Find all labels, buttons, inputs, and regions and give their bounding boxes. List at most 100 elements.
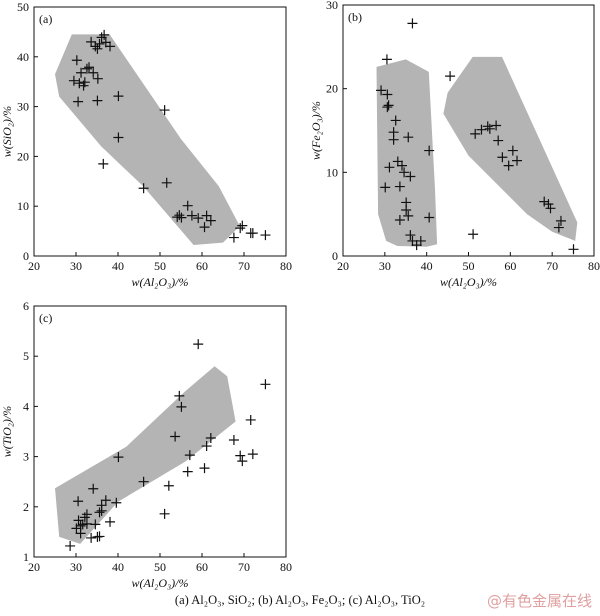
data-point	[99, 29, 110, 40]
x-tick-label: 20	[337, 259, 349, 273]
data-point	[247, 228, 258, 239]
data-point	[161, 177, 172, 188]
data-point	[245, 414, 256, 425]
x-tick-label: 30	[379, 259, 391, 273]
data-point	[235, 223, 246, 234]
x-tick-label: 70	[546, 259, 558, 273]
data-point	[174, 210, 185, 221]
x-tick-label: 80	[588, 259, 600, 273]
data-point	[394, 215, 405, 226]
y-tick-label: 20	[17, 149, 29, 163]
data-point	[407, 235, 418, 246]
data-point	[399, 167, 410, 178]
x-tick-label: 70	[238, 560, 250, 574]
data-point	[71, 523, 82, 534]
data-point	[90, 519, 101, 530]
data-point	[201, 441, 212, 452]
y-tick-label: 30	[326, 0, 338, 12]
data-point	[199, 463, 210, 474]
data-point	[503, 160, 514, 171]
data-point	[94, 507, 105, 518]
data-point	[405, 171, 416, 182]
x-tick-label: 60	[196, 560, 208, 574]
y-tick-label: 5	[23, 349, 29, 363]
data-point	[497, 152, 508, 163]
y-tick-label: 20	[326, 82, 338, 96]
x-tick-label: 40	[112, 560, 124, 574]
data-point	[484, 123, 495, 134]
y-tick-label: 3	[23, 450, 29, 464]
y-tick-label: 0	[332, 249, 338, 263]
data-point	[392, 156, 403, 167]
data-point	[470, 128, 481, 139]
data-point	[100, 495, 111, 506]
data-point	[86, 532, 97, 543]
y-tick-label: 40	[17, 50, 29, 64]
x-tick-label: 40	[421, 259, 433, 273]
data-point	[113, 91, 124, 102]
x-tick-label: 20	[28, 259, 40, 273]
data-point	[388, 127, 399, 138]
y-tick-label: 10	[326, 165, 338, 179]
data-point	[193, 339, 204, 350]
data-point	[159, 508, 170, 519]
y-tick-label: 6	[23, 299, 29, 313]
data-point	[543, 199, 554, 210]
data-point	[88, 483, 99, 494]
data-point	[394, 181, 405, 192]
y-axis-label: w(Fe₂O₃)/%	[309, 101, 323, 160]
data-point	[476, 124, 487, 135]
x-tick-label: 20	[28, 560, 40, 574]
data-point	[260, 379, 271, 390]
y-tick-label: 30	[17, 100, 29, 114]
data-point	[81, 509, 92, 520]
data-point	[105, 516, 116, 527]
data-point	[376, 85, 387, 96]
data-point	[396, 160, 407, 171]
x-tick-label: 50	[463, 259, 475, 273]
shaded-region	[55, 34, 240, 246]
data-point	[84, 62, 95, 73]
x-tick-label: 70	[238, 259, 250, 273]
data-point	[237, 456, 248, 467]
y-tick-label: 0	[23, 249, 29, 263]
data-point	[184, 450, 195, 461]
data-point	[493, 135, 504, 146]
data-point	[75, 520, 86, 531]
data-point	[138, 476, 149, 487]
y-axis-label: w(TiO₂)/%	[0, 406, 14, 458]
data-point	[260, 230, 271, 241]
data-point	[228, 435, 239, 446]
data-point	[382, 102, 393, 113]
figure-caption: (a) Al₂O₃, SiO₂; (b) Al₂O₃, Fe₂O₃; (c) A…	[174, 593, 426, 607]
y-tick-label: 4	[23, 399, 29, 413]
data-point	[65, 540, 76, 551]
data-point	[401, 197, 412, 208]
shaded-region	[376, 59, 438, 247]
data-point	[90, 41, 101, 52]
data-point	[235, 450, 246, 461]
data-point	[247, 449, 258, 460]
data-point	[182, 466, 193, 477]
x-tick-label: 60	[196, 259, 208, 273]
panel-b: 20 30 40 50 60 70 80 0 10 20 30 w(Al₂O₃)/% w(Fe₂O₃)/…	[309, 0, 600, 289]
data-point	[92, 73, 103, 84]
data-point	[403, 132, 414, 143]
data-point	[380, 182, 391, 193]
data-point	[512, 155, 523, 166]
data-point	[74, 78, 85, 89]
data-point	[390, 115, 401, 126]
data-point	[81, 63, 92, 74]
shaded-region	[443, 56, 578, 241]
panel-a: 20 30 40 50 60 70 80 0 10 20 30 40 50 w(Al₂O₃)/% w(SiO…	[0, 0, 292, 289]
data-point	[176, 212, 187, 223]
data-point	[415, 235, 426, 246]
data-point	[113, 132, 124, 143]
data-point	[468, 229, 479, 240]
x-tick-label: 80	[280, 259, 292, 273]
data-point	[228, 232, 239, 243]
x-tick-label: 80	[280, 560, 292, 574]
data-point	[384, 162, 395, 173]
data-point	[539, 196, 550, 207]
